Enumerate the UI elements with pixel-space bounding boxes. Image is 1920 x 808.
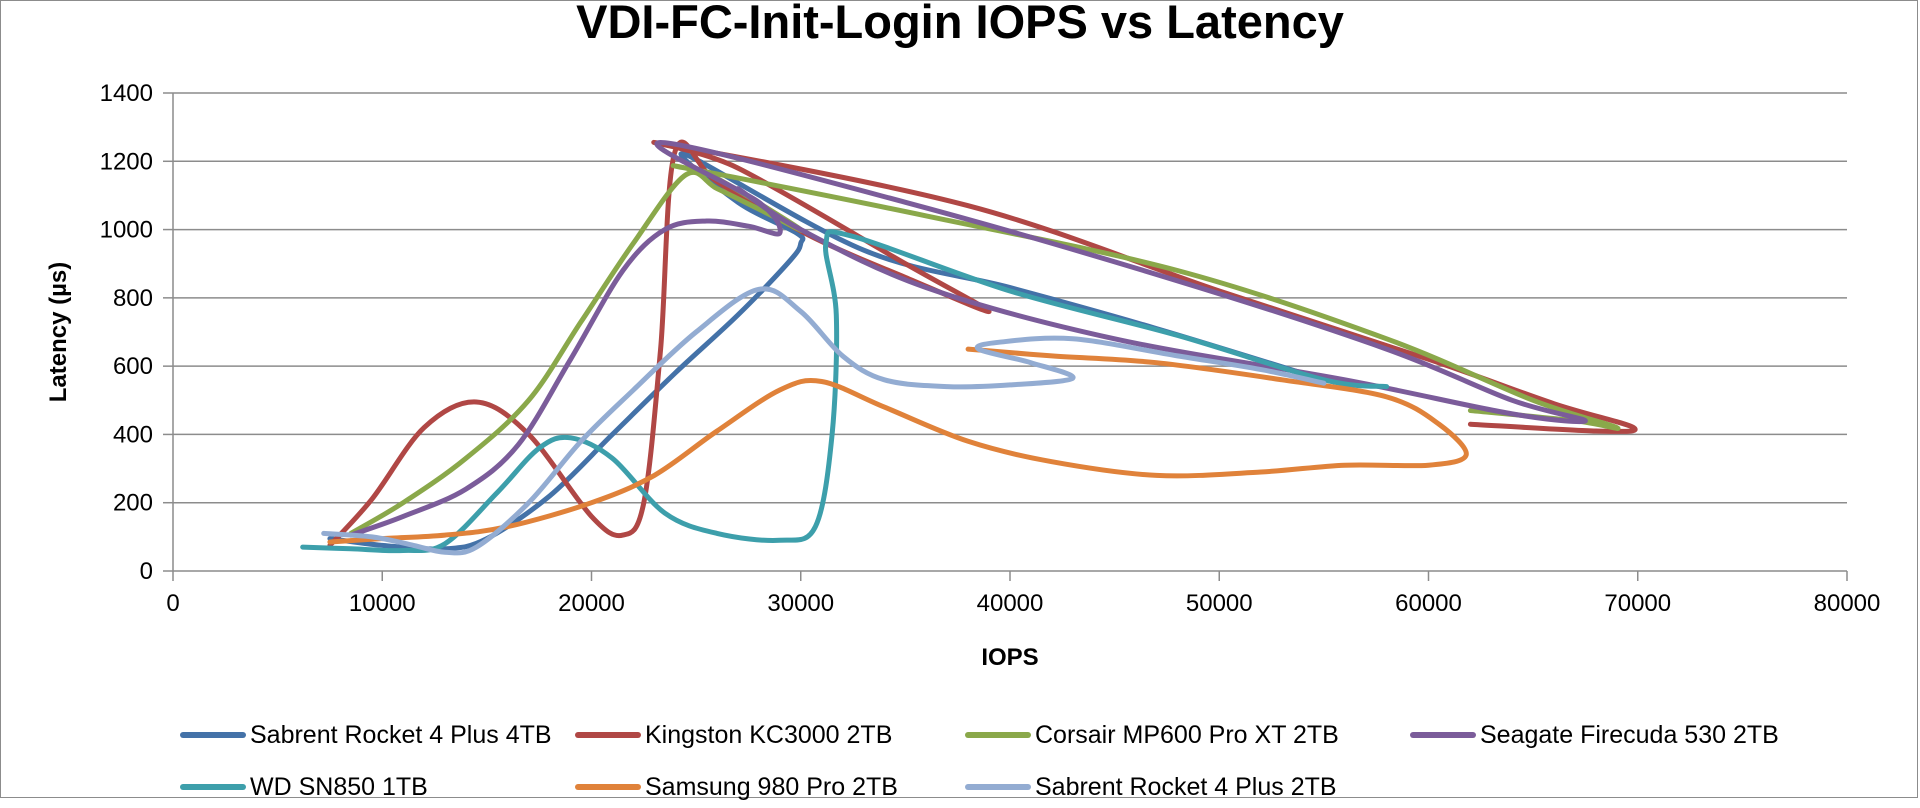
legend-swatch xyxy=(575,732,641,738)
series-line-6 xyxy=(327,346,1469,545)
series-line-7 xyxy=(321,286,1327,556)
legend-label: Samsung 980 Pro 2TB xyxy=(645,772,898,801)
x-tick-label: 50000 xyxy=(1186,590,1253,617)
legend-label: WD SN850 1TB xyxy=(250,772,428,801)
x-tick-label: 80000 xyxy=(1814,590,1881,617)
legend-label: Sabrent Rocket 4 Plus 2TB xyxy=(1035,772,1337,801)
legend-item: Sabrent Rocket 4 Plus 2TB xyxy=(965,770,1337,804)
legend-swatch xyxy=(965,784,1031,790)
x-tick-label: 10000 xyxy=(349,590,416,617)
legend-label: Sabrent Rocket 4 Plus 4TB xyxy=(250,720,552,749)
legend-swatch xyxy=(180,784,246,790)
legend-item: Seagate Firecuda 530 2TB xyxy=(1410,718,1779,752)
legend-item: Samsung 980 Pro 2TB xyxy=(575,770,898,804)
y-tick-label: 400 xyxy=(113,421,153,448)
legend-swatch xyxy=(180,732,246,738)
series-lines xyxy=(300,139,1638,556)
y-tick-label: 1200 xyxy=(100,148,153,175)
y-tick-label: 1400 xyxy=(100,80,153,107)
y-axis-label: Latency (µs) xyxy=(45,262,72,403)
legend-item: Corsair MP600 Pro XT 2TB xyxy=(965,718,1339,752)
y-tick-label: 800 xyxy=(113,285,153,312)
x-tick-label: 60000 xyxy=(1395,590,1462,617)
series-line-4 xyxy=(348,140,1588,538)
x-tick-label: 0 xyxy=(166,590,179,617)
axis-labels: IOPS Latency (µs) xyxy=(45,262,1039,671)
y-tick-label: 0 xyxy=(140,558,153,585)
legend-swatch xyxy=(575,784,641,790)
x-tick-label: 30000 xyxy=(767,590,834,617)
legend-item: Kingston KC3000 2TB xyxy=(575,718,892,752)
x-tick-label: 40000 xyxy=(977,590,1044,617)
axes: 0 200 400 600 800 1000 1200 1400 0 10000 20000 3000… xyxy=(100,80,1881,617)
legend-swatch xyxy=(1410,732,1476,738)
x-tick-label: 70000 xyxy=(1604,590,1671,617)
series-line-5 xyxy=(300,229,1390,554)
chart-title: VDI-FC-Init-Login IOPS vs Latency xyxy=(576,0,1344,48)
x-tick-label: 20000 xyxy=(558,590,625,617)
legend-item: WD SN850 1TB xyxy=(180,770,428,804)
x-axis-label: IOPS xyxy=(981,644,1038,671)
y-tick-label: 200 xyxy=(113,490,153,517)
legend: Sabrent Rocket 4 Plus 4TB Kingston KC3000… xyxy=(180,718,1900,808)
series-line-2 xyxy=(327,139,1638,548)
legend-swatch xyxy=(965,732,1031,738)
y-tick-label: 1000 xyxy=(100,217,153,244)
legend-label: Kingston KC3000 2TB xyxy=(645,720,893,749)
grid xyxy=(173,92,1847,504)
legend-label: Seagate Firecuda 530 2TB xyxy=(1480,720,1779,749)
legend-label: Corsair MP600 Pro XT 2TB xyxy=(1035,720,1339,749)
legend-item: Sabrent Rocket 4 Plus 4TB xyxy=(180,718,552,752)
y-tick-label: 600 xyxy=(113,353,153,380)
